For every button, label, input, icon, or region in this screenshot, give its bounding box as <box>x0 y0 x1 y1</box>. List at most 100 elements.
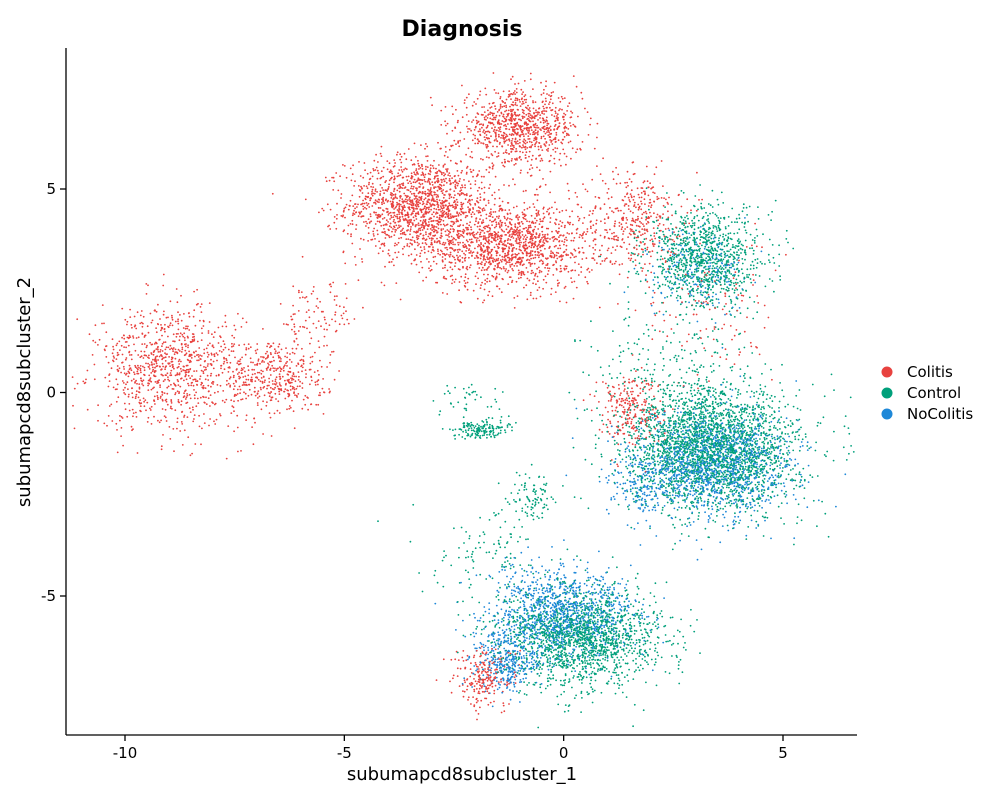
data-point-control <box>517 492 519 495</box>
data-point-control <box>670 406 672 408</box>
data-point-nocolitis <box>657 281 659 284</box>
data-point-colitis <box>536 199 539 202</box>
data-point-colitis <box>326 203 329 206</box>
data-point-control <box>590 641 593 644</box>
data-point-colitis <box>400 161 403 164</box>
data-point-colitis <box>411 236 414 239</box>
data-point-colitis <box>599 208 602 210</box>
data-point-colitis <box>487 294 489 297</box>
data-point-control <box>696 495 698 498</box>
data-point-colitis <box>364 195 367 198</box>
data-point-nocolitis <box>493 641 496 644</box>
data-point-colitis <box>333 295 336 298</box>
data-point-colitis <box>473 213 476 216</box>
data-point-colitis <box>302 362 305 365</box>
data-point-colitis <box>657 224 660 227</box>
data-point-colitis <box>461 256 464 259</box>
data-point-control <box>468 427 470 430</box>
data-point-colitis <box>367 240 369 242</box>
data-point-colitis <box>562 118 565 121</box>
data-point-control <box>606 646 609 648</box>
data-point-control <box>696 383 699 386</box>
data-point-colitis <box>464 186 466 189</box>
data-point-control <box>602 631 604 633</box>
data-point-colitis <box>398 199 401 202</box>
data-point-control <box>689 352 692 355</box>
data-point-control <box>635 422 638 424</box>
data-point-colitis <box>457 232 460 235</box>
data-point-colitis <box>476 237 479 240</box>
data-point-colitis <box>369 199 371 202</box>
data-point-colitis <box>397 172 400 175</box>
data-point-nocolitis <box>757 434 760 436</box>
data-point-control <box>680 421 682 423</box>
data-point-control <box>621 672 623 674</box>
data-point-colitis <box>424 190 427 193</box>
data-point-control <box>644 474 646 477</box>
data-point-colitis <box>333 216 336 218</box>
data-point-control <box>645 446 647 449</box>
data-point-nocolitis <box>752 490 755 492</box>
data-point-nocolitis <box>530 603 533 606</box>
data-point-nocolitis <box>529 654 531 657</box>
data-point-colitis <box>420 216 423 219</box>
data-point-control <box>752 264 755 267</box>
data-point-colitis <box>393 218 395 221</box>
data-point-colitis <box>611 405 613 408</box>
data-point-nocolitis <box>709 265 712 267</box>
data-point-control <box>578 678 581 681</box>
data-point-colitis <box>408 245 411 248</box>
data-point-colitis <box>123 402 126 405</box>
data-point-control <box>449 428 451 431</box>
data-point-control <box>605 423 608 426</box>
data-point-nocolitis <box>719 500 722 503</box>
data-point-control <box>576 417 579 420</box>
data-point-control <box>544 629 547 632</box>
data-point-control <box>683 254 686 257</box>
data-point-control <box>728 444 731 446</box>
data-point-colitis <box>501 255 504 258</box>
data-point-colitis <box>440 234 442 237</box>
data-point-colitis <box>184 398 187 400</box>
data-point-colitis <box>528 245 531 248</box>
data-point-colitis <box>398 169 401 171</box>
data-point-control <box>667 416 670 419</box>
data-point-colitis <box>554 147 557 149</box>
data-point-control <box>649 406 651 409</box>
data-point-nocolitis <box>517 670 520 672</box>
data-point-colitis <box>499 96 502 98</box>
data-point-colitis <box>209 342 211 345</box>
data-point-colitis <box>446 168 449 170</box>
data-point-colitis <box>270 435 273 437</box>
data-point-colitis <box>589 225 592 228</box>
data-point-control <box>792 247 795 250</box>
data-point-colitis <box>177 328 180 331</box>
data-point-control <box>782 453 784 455</box>
data-point-control <box>650 234 652 237</box>
data-point-control <box>649 426 651 428</box>
data-point-control <box>465 531 467 533</box>
data-point-colitis <box>173 450 175 453</box>
data-point-colitis <box>382 166 385 169</box>
data-point-nocolitis <box>672 484 675 486</box>
data-point-colitis <box>229 361 232 364</box>
data-point-colitis <box>508 276 511 278</box>
data-point-nocolitis <box>785 494 788 496</box>
data-point-colitis <box>409 196 411 199</box>
data-point-colitis <box>645 237 648 240</box>
data-point-colitis <box>646 425 648 428</box>
data-point-colitis <box>311 360 314 363</box>
data-point-control <box>605 622 608 624</box>
data-point-colitis <box>199 375 202 378</box>
data-point-colitis <box>507 269 510 272</box>
data-point-control <box>716 306 719 308</box>
data-point-colitis <box>373 227 375 230</box>
data-point-control <box>627 387 629 389</box>
data-point-colitis <box>484 258 487 261</box>
data-point-control <box>438 413 441 416</box>
data-point-colitis <box>430 241 433 244</box>
data-point-control <box>774 442 776 444</box>
data-point-nocolitis <box>615 621 617 624</box>
data-point-colitis <box>652 227 655 230</box>
data-point-control <box>566 612 569 615</box>
